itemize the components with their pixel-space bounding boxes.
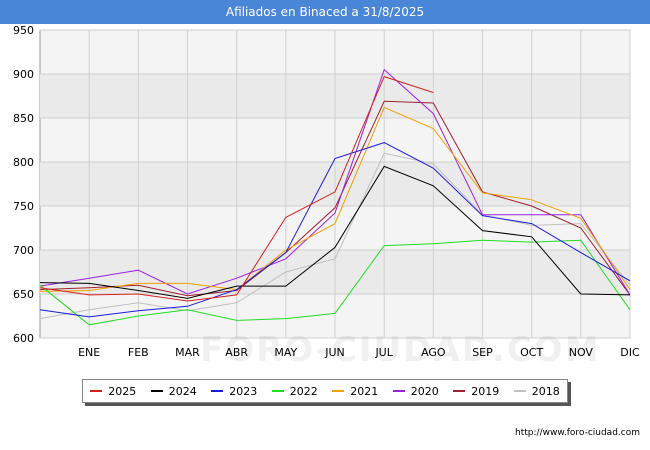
series-line-2020	[39, 68, 631, 296]
x-tick-label: MAR	[175, 346, 200, 359]
x-tick-label: AGO	[421, 346, 446, 359]
series-line-2025	[39, 75, 434, 302]
series-line-2019	[39, 100, 631, 297]
legend-swatch	[392, 390, 405, 392]
x-tick-label: FEB	[128, 346, 149, 359]
legend-swatch	[150, 390, 163, 392]
y-tick-label: 650	[13, 288, 34, 301]
chart-title: Afiliados en Binaced a 31/8/2025	[0, 0, 650, 24]
series-line-2023	[39, 142, 631, 318]
legend-item-2022: 2022	[271, 384, 318, 398]
legend-label: 2023	[229, 384, 258, 398]
x-tick-label: JUN	[324, 346, 345, 359]
legend-label: 2024	[168, 384, 197, 398]
legend-swatch	[513, 390, 526, 392]
x-tick-label: NOV	[569, 346, 594, 359]
legend-swatch	[90, 390, 103, 392]
series-line-2024	[39, 165, 631, 299]
legend-item-2019: 2019	[453, 385, 499, 398]
legend-label: 2020	[410, 384, 439, 398]
y-tick-label: 950	[13, 24, 34, 37]
legend-swatch	[271, 390, 284, 392]
x-tick-label: ENE	[78, 346, 100, 359]
y-tick-label: 700	[13, 244, 34, 257]
x-tick-label: ABR	[225, 346, 248, 359]
legend-label: 2018	[531, 384, 560, 398]
watermark: FORO-CIUDAD.COM	[200, 330, 601, 370]
series-line-2021	[39, 106, 631, 292]
x-tick-label: SEP	[472, 346, 493, 359]
legend-label: 2022	[289, 384, 318, 398]
y-tick-label: 900	[13, 68, 34, 81]
x-tick-label: OCT	[520, 346, 543, 359]
series-line-2018	[39, 152, 631, 320]
legend-swatch	[332, 390, 345, 392]
y-tick-label: 750	[13, 200, 34, 213]
y-tick-label: 800	[13, 156, 34, 169]
legend-item-2023: 2023	[211, 385, 257, 398]
source-link[interactable]: http://www.foro-ciudad.com	[515, 428, 640, 438]
y-tick-label: 850	[13, 112, 34, 125]
legend-label: 2019	[471, 384, 500, 398]
legend-item-2020: 2020	[392, 384, 439, 398]
legend-item-2024: 2024	[150, 384, 197, 398]
x-tick-label: DIC	[620, 346, 640, 359]
series-line-2022	[39, 239, 631, 326]
legend-swatch	[453, 390, 466, 392]
legend-item-2025: 2025	[90, 385, 136, 398]
x-tick-label: MAY	[274, 346, 297, 359]
legend: 2025 2024 2023 2022 2021 2020 2019 2018	[82, 379, 568, 403]
y-tick-label: 600	[13, 332, 34, 345]
legend-label: 2025	[108, 384, 137, 398]
legend-label: 2021	[350, 384, 379, 398]
legend-item-2018: 2018	[513, 384, 560, 398]
legend-item-2021: 2021	[332, 385, 378, 398]
x-tick-label: JUL	[374, 346, 393, 359]
legend-swatch	[211, 390, 224, 392]
